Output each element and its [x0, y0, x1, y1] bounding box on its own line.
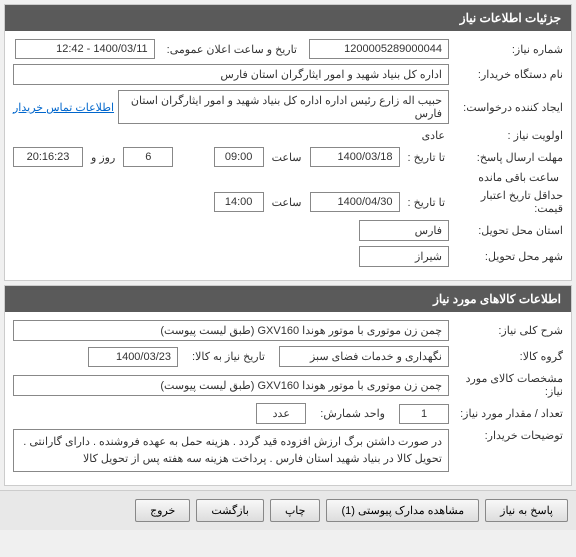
qty-field: 1: [399, 404, 449, 424]
spec-label: مشخصات کالای مورد نیاز:: [453, 372, 563, 398]
goods-info-header: اطلاعات کالاهای مورد نیاز: [5, 286, 571, 312]
exit-button[interactable]: خروج: [135, 499, 190, 522]
min-credit-time-field: 14:00: [214, 192, 264, 212]
group-field: نگهداری و خدمات فضای سبز: [279, 346, 449, 367]
attachments-button[interactable]: مشاهده مدارک پیوستی (1): [326, 499, 479, 522]
goods-date-label: تاریخ نیاز به کالا:: [182, 350, 275, 363]
footer-bar: پاسخ به نیاز مشاهده مدارک پیوستی (1) چاپ…: [0, 490, 576, 530]
deadline-date-field: 1400/03/18: [310, 147, 400, 167]
need-info-body: شماره نیاز: 1200005289000044 تاریخ و ساع…: [5, 31, 571, 280]
requester-label: ایجاد کننده درخواست:: [453, 101, 563, 114]
buyer-field: اداره کل بنیاد شهید و امور ایثارگران است…: [13, 64, 449, 85]
announce-label: تاریخ و ساعت اعلان عمومی:: [159, 43, 305, 56]
min-credit-until: تا تاریخ :: [404, 196, 449, 209]
notes-field: در صورت داشتن برگ ارزش افزوده قید گردد .…: [13, 429, 449, 472]
min-credit-date-field: 1400/04/30: [310, 192, 400, 212]
time-label-1: ساعت: [268, 151, 306, 164]
time-label-2: ساعت: [268, 196, 306, 209]
notes-label: توضیحات خریدار:: [453, 429, 563, 442]
need-info-panel: جزئیات اطلاعات نیاز شماره نیاز: 12000052…: [4, 4, 572, 281]
print-button[interactable]: چاپ: [270, 499, 321, 522]
deadline-until: تا تاریخ :: [404, 151, 449, 164]
deadline-label: مهلت ارسال پاسخ:: [453, 151, 563, 164]
need-info-header: جزئیات اطلاعات نیاز: [5, 5, 571, 31]
goods-info-panel: اطلاعات کالاهای مورد نیاز شرح کلی نیاز: …: [4, 285, 572, 486]
deadline-time-field: 09:00: [214, 147, 264, 167]
spec-field: چمن زن موتوری با موتور هوندا GXV160 (طبق…: [13, 375, 449, 396]
province-field: فارس: [359, 220, 449, 241]
days-and-label: روز و: [87, 151, 119, 164]
back-button[interactable]: بازگشت: [196, 499, 264, 522]
unit-label: واحد شمارش:: [310, 407, 395, 420]
city-field: شیراز: [359, 246, 449, 267]
priority-value: عادی: [418, 129, 449, 142]
reply-button[interactable]: پاسخ به نیاز: [485, 499, 568, 522]
days-remaining-field: 6: [123, 147, 173, 167]
city-label: شهر محل تحویل:: [453, 250, 563, 263]
province-label: استان محل تحویل:: [453, 224, 563, 237]
buyer-label: نام دستگاه خریدار:: [453, 68, 563, 81]
qty-label: تعداد / مقدار مورد نیاز:: [453, 407, 563, 420]
goods-info-body: شرح کلی نیاز: چمن زن موتوری با موتور هون…: [5, 312, 571, 485]
announce-field: 1400/03/11 - 12:42: [15, 39, 155, 59]
min-credit-label: حداقل تاریخ اعتبار قیمت:: [453, 189, 563, 215]
desc-field: چمن زن موتوری با موتور هوندا GXV160 (طبق…: [13, 320, 449, 341]
remaining-label: ساعت باقی مانده: [474, 171, 563, 184]
desc-label: شرح کلی نیاز:: [453, 324, 563, 337]
priority-label: اولویت نیاز :: [453, 129, 563, 142]
requester-field: حبیب اله زارع رئیس اداره اداره کل بنیاد …: [118, 90, 449, 124]
need-no-field: 1200005289000044: [309, 39, 449, 59]
group-label: گروه کالا:: [453, 350, 563, 363]
goods-date-field: 1400/03/23: [88, 347, 178, 367]
contact-link[interactable]: اطلاعات تماس خریدار: [13, 101, 114, 114]
need-no-label: شماره نیاز:: [453, 43, 563, 56]
unit-field: عدد: [256, 403, 306, 424]
countdown-field: 20:16:23: [13, 147, 83, 167]
